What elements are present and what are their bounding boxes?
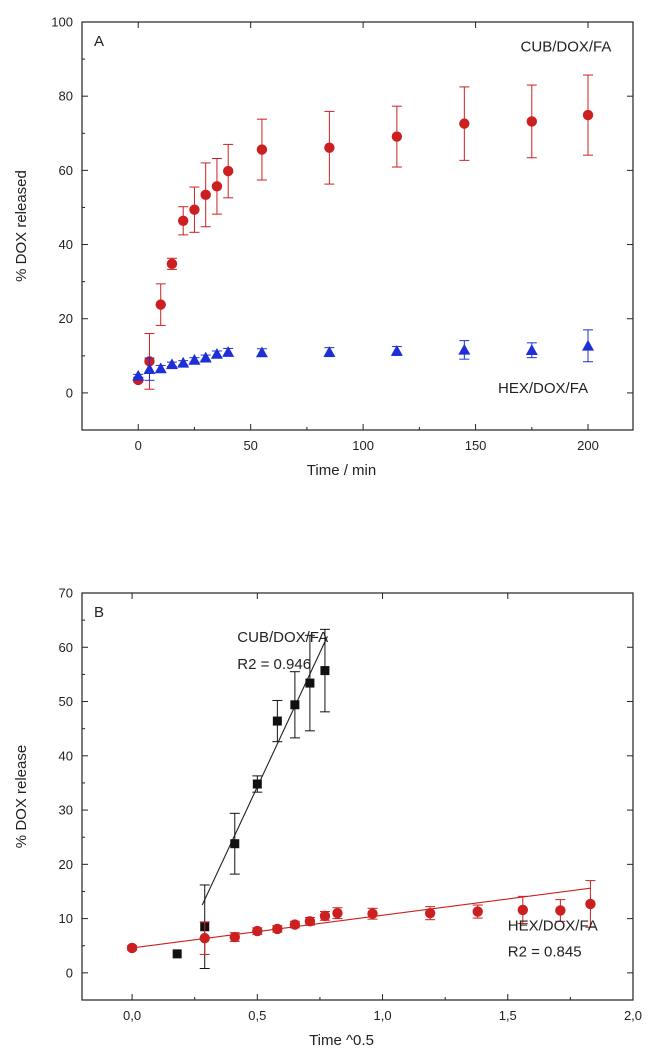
panel-a-x-tick-label: 200 [577, 438, 599, 453]
panel-a-cub-dox-fa-point [324, 142, 335, 153]
panel-b-hex-dox-fa-point [229, 931, 240, 943]
panel-b-hex-dox-fa-point [272, 923, 283, 935]
panel-b-y-tick-label: 70 [59, 586, 73, 601]
panel-a-hex-dox-fa-point [458, 343, 471, 355]
panel-b-chart: 0,0 0,5 1,0 1,5 2,0 0 10 20 30 40 50 60 70 Time ^0.5%… [13, 586, 642, 1050]
panel-b-cub-dox-fa-point [305, 678, 315, 688]
panel-b-x-tick-label: 0,0 [123, 1008, 141, 1023]
panel-b-y-tick-label: 0 [66, 965, 73, 980]
panel-a-cub-dox-fa-point [222, 165, 234, 177]
panel-b-hex-dox-fa-point [472, 906, 483, 917]
panel-b-y-tick-label: 50 [59, 694, 73, 709]
panel-a-hex-dox-fa-point [222, 346, 235, 357]
panel-b-x-tick-label: 1,5 [499, 1008, 517, 1023]
panel-b-hex-dox-fa-point [555, 905, 566, 916]
panel-b-annotation: R2 = 0.845 [508, 944, 582, 961]
panel-b-cub-dox-fa-point [230, 839, 240, 849]
panel-a-chart: 0 50 100 150 200 0 20 40 60 80 100 Time / min % DOX … [13, 15, 634, 479]
panel-a-letter: A [94, 33, 104, 50]
panel-b-hex-dox-fa-point [585, 898, 596, 910]
panel-a-hex-dox-fa-point [199, 351, 212, 363]
panel-a-hex-dox-fa-point [323, 346, 336, 357]
panel-a-cub-dox-fa-point [459, 118, 470, 129]
panel-b-annotation: HEX/DOX/FA [508, 918, 598, 935]
panel-b-hex-dox-fa-point [289, 919, 301, 930]
panel-b-hex-dox-fa-point [517, 904, 528, 916]
panel-a-annotation: CUB/DOX/FA [521, 39, 612, 56]
panel-b-y-tick-label: 60 [59, 640, 73, 655]
panel-b-hex-dox-fa-point [199, 932, 210, 944]
panel-a-y-tick-label: 20 [59, 311, 73, 326]
panel-a-cub-dox-fa-point [178, 215, 189, 227]
panel-a-annotation: HEX/DOX/FA [498, 380, 588, 397]
panel-a-plot-frame [81, 21, 634, 431]
panel-b-x-tick-label: 1,0 [374, 1008, 392, 1023]
panel-a-hex-dox-fa-point [132, 369, 145, 381]
panel-b-annotation: CUB/DOX/FA [237, 629, 328, 646]
panel-a-y-axis-title: % DOX released [13, 170, 30, 282]
panel-b-hex-dox-fa-point [304, 916, 316, 927]
panel-b-hex-dox-fa-point [126, 942, 138, 954]
panel-b-y-tick-label: 20 [59, 857, 73, 872]
panel-a-cub-dox-fa-point [189, 204, 200, 215]
panel-b-hex-dox-fa-point [319, 910, 331, 922]
panel-a-hex-dox-fa-point [525, 344, 538, 356]
panel-b-cub-dox-fa-point [252, 779, 262, 789]
panel-b-hex-dox-fa-point [252, 925, 263, 937]
panel-a-hex-dox-fa-point [154, 362, 167, 374]
panel-b-y-axis-title: % DOX release [13, 745, 30, 848]
panel-a-y-tick-label: 0 [66, 385, 73, 400]
panel-a-hex-dox-fa-point [143, 363, 156, 374]
panel-a-hex-dox-fa-point [210, 347, 223, 359]
panel-b-x-tick-label: 2,0 [624, 1008, 642, 1023]
panel-a-cub-dox-fa-point [166, 258, 178, 270]
panel-b-plot-frame [81, 592, 634, 1001]
panel-a-cub-dox-fa-point [256, 144, 268, 155]
panel-a-x-tick-label: 0 [135, 438, 142, 453]
panel-b-cub-dox-fa-point [172, 949, 182, 959]
panel-a-hex-dox-fa-point [165, 358, 178, 370]
panel-b-cub-dox-fa-point [320, 666, 330, 676]
panel-a-y-tick-label: 100 [51, 15, 73, 30]
panel-a-cub-dox-fa-point [391, 131, 403, 142]
panel-a-hex-dox-fa-point [177, 356, 190, 368]
panel-a-y-tick-label: 80 [59, 89, 73, 104]
panel-a-x-tick-label: 100 [352, 438, 374, 453]
panel-b-cub-dox-fa-fit-line [201, 636, 328, 906]
panel-a-y-tick-label: 60 [59, 163, 73, 178]
panel-a-hex-dox-fa-point [390, 344, 403, 356]
panel-a-cub-dox-fa-point [155, 299, 166, 310]
panel-b-cub-dox-fa-point [272, 716, 282, 726]
panel-b-y-tick-label: 40 [59, 748, 73, 763]
panel-b-hex-dox-fa-point [332, 907, 343, 919]
panel-a-x-tick-label: 50 [243, 438, 257, 453]
panel-a-y-tick-label: 40 [59, 237, 73, 252]
panel-b-letter: B [94, 604, 104, 621]
panel-b-y-tick-label: 10 [59, 911, 73, 926]
panel-a-x-axis-title: Time / min [307, 462, 376, 479]
panel-b-hex-dox-fa-point [367, 908, 378, 919]
panel-a-cub-dox-fa-point [526, 116, 537, 127]
panel-b-x-tick-label: 0,5 [248, 1008, 266, 1023]
panel-a-hex-dox-fa-point [582, 339, 595, 351]
panel-a-cub-dox-fa-point [200, 189, 211, 201]
panel-b-x-axis-title: Time ^0.5 [309, 1032, 374, 1049]
panel-a-cub-dox-fa-point [211, 181, 223, 192]
panel-a-hex-dox-fa-point [188, 353, 201, 365]
panel-a-cub-dox-fa-point [582, 109, 594, 121]
panel-a-hex-dox-fa-point [255, 346, 268, 358]
panel-b-y-tick-label: 30 [59, 803, 73, 818]
panel-a-x-tick-label: 150 [465, 438, 487, 453]
panel-b-cub-dox-fa-point [290, 700, 300, 710]
panel-b-annotation: R2 = 0.946 [237, 656, 311, 673]
panel-b-hex-dox-fa-point [424, 907, 436, 919]
